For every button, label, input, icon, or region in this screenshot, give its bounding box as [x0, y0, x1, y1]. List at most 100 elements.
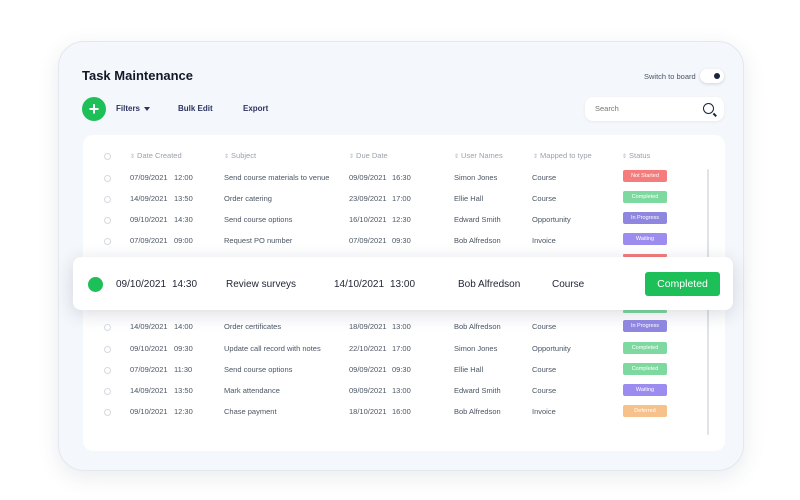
- page-title: Task Maintenance: [82, 68, 194, 83]
- status-badge[interactable]: Waiting: [623, 233, 667, 245]
- created-date: 07/09/2021: [130, 365, 168, 374]
- mapped-type: Invoice: [532, 236, 556, 245]
- status-badge[interactable]: Completed: [645, 272, 720, 296]
- due-date: 18/10/2021: [349, 407, 387, 416]
- due-time: 09:30: [392, 236, 411, 245]
- user-name: Bob Alfredson: [454, 407, 501, 416]
- created-time: 13:50: [174, 194, 193, 203]
- due-date: 23/09/2021: [349, 194, 387, 203]
- export-button[interactable]: Export: [243, 104, 269, 113]
- created-date: 14/09/2021: [130, 386, 168, 395]
- filters-label: Filters: [116, 104, 141, 113]
- created-date: 07/09/2021: [130, 236, 168, 245]
- subject[interactable]: Order catering: [224, 194, 272, 203]
- created-time: 14:00: [174, 322, 193, 331]
- due-time: 09:30: [392, 365, 411, 374]
- due-time: 16:30: [392, 173, 411, 182]
- mapped-type: Course: [552, 279, 585, 290]
- user-name: Bob Alfredson: [458, 279, 521, 290]
- row-checkbox[interactable]: [104, 175, 111, 182]
- row-checkbox[interactable]: [104, 409, 111, 416]
- due-date: 09/09/2021: [349, 173, 387, 182]
- row-checkbox[interactable]: [104, 196, 111, 203]
- status-badge[interactable]: In Progress: [623, 320, 667, 332]
- switch-to-board-toggle[interactable]: [700, 69, 724, 83]
- search-icon[interactable]: [703, 103, 714, 114]
- row-checkbox[interactable]: [104, 324, 111, 331]
- due-date: 18/09/2021: [349, 322, 387, 331]
- search-input[interactable]: [593, 103, 697, 114]
- column-header-user-names[interactable]: ⇕ User Names: [454, 151, 503, 160]
- mapped-type: Course: [532, 194, 557, 203]
- subject[interactable]: Chase payment: [224, 407, 277, 416]
- user-name: Bob Alfredson: [454, 236, 501, 245]
- column-header-status[interactable]: ⇕ Status: [622, 151, 651, 160]
- sort-icon: ⇕: [224, 154, 230, 160]
- column-header-subject[interactable]: ⇕ Subject: [224, 151, 257, 160]
- row-checkbox[interactable]: [104, 217, 111, 224]
- row-checkbox[interactable]: [104, 238, 111, 245]
- status-badge[interactable]: Completed: [623, 363, 667, 375]
- due-time: 16:00: [392, 407, 411, 416]
- subject[interactable]: Send course options: [224, 365, 293, 374]
- sort-icon: ⇕: [622, 154, 628, 160]
- mapped-type: Invoice: [532, 407, 556, 416]
- subject[interactable]: Mark attendance: [224, 386, 280, 395]
- column-header-due-date[interactable]: ⇕ Due Date: [349, 151, 388, 160]
- due-time: 13:00: [392, 386, 411, 395]
- created-date: 09/10/2021: [130, 407, 168, 416]
- selected-indicator[interactable]: [88, 277, 103, 292]
- status-badge[interactable]: In Progress: [623, 212, 667, 224]
- created-date: 09/10/2021: [130, 215, 168, 224]
- add-task-button[interactable]: +: [82, 97, 106, 121]
- switch-to-board-label: Switch to board: [644, 72, 696, 81]
- created-time: 13:50: [174, 386, 193, 395]
- subject[interactable]: Request PO number: [224, 236, 293, 245]
- created-date: 07/09/2021: [130, 173, 168, 182]
- user-name: Simon Jones: [454, 173, 498, 182]
- created-time: 14:30: [172, 279, 198, 290]
- select-all-checkbox[interactable]: [104, 153, 111, 160]
- status-badge[interactable]: Deferred: [623, 405, 667, 417]
- due-time: 13:00: [392, 322, 411, 331]
- mapped-type: Course: [532, 365, 557, 374]
- created-time: 12:00: [174, 173, 193, 182]
- due-date: 09/09/2021: [349, 386, 387, 395]
- due-time: 12:30: [392, 215, 411, 224]
- search-box[interactable]: [585, 97, 724, 121]
- created-time: 09:30: [174, 344, 193, 353]
- subject[interactable]: Review surveys: [226, 279, 297, 290]
- subject[interactable]: Update call record with notes: [224, 344, 321, 353]
- mapped-type: Opportunity: [532, 344, 571, 353]
- subject[interactable]: Order certificates: [224, 322, 282, 331]
- user-name: Edward Smith: [454, 215, 501, 224]
- status-badge[interactable]: Waiting: [623, 384, 667, 396]
- row-checkbox[interactable]: [104, 346, 111, 353]
- filters-button[interactable]: Filters: [116, 104, 151, 113]
- plus-icon: +: [88, 99, 100, 119]
- due-time: 13:00: [390, 279, 416, 290]
- status-badge[interactable]: Completed: [623, 342, 667, 354]
- due-date: 14/10/2021: [334, 279, 385, 290]
- chevron-down-icon: [144, 106, 151, 111]
- due-date: 16/10/2021: [349, 215, 387, 224]
- row-checkbox[interactable]: [104, 388, 111, 395]
- mapped-type: Opportunity: [532, 215, 571, 224]
- column-header-date-created[interactable]: ⇕ Date Created: [130, 151, 182, 160]
- status-badge[interactable]: Completed: [623, 191, 667, 203]
- highlighted-task-row[interactable]: [73, 257, 733, 310]
- sort-icon: ⇕: [533, 154, 539, 160]
- subject[interactable]: Send course options: [224, 215, 293, 224]
- created-date: 14/09/2021: [130, 322, 168, 331]
- status-badge[interactable]: Not Started: [623, 170, 667, 182]
- bulk-edit-button[interactable]: Bulk Edit: [178, 104, 213, 113]
- column-header-mapped-to-type[interactable]: ⇕ Mapped to type: [533, 151, 592, 160]
- created-time: 14:30: [174, 215, 193, 224]
- user-name: Bob Alfredson: [454, 322, 501, 331]
- created-time: 11:30: [174, 365, 193, 374]
- row-checkbox[interactable]: [104, 367, 111, 374]
- subject[interactable]: Send course materials to venue: [224, 173, 330, 182]
- created-time: 09:00: [174, 236, 193, 245]
- mapped-type: Course: [532, 386, 557, 395]
- due-time: 17:00: [392, 344, 411, 353]
